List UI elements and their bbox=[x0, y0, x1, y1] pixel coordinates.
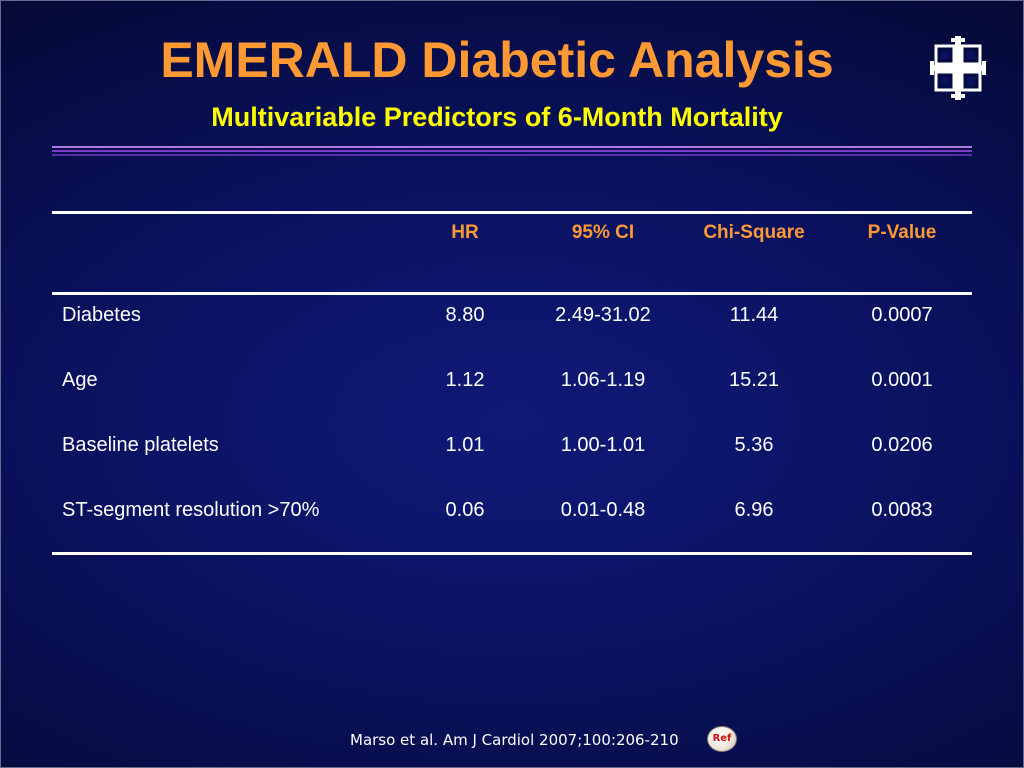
ref-button[interactable]: Ref bbox=[707, 726, 737, 752]
ci-value: 1.06-1.19 bbox=[560, 369, 646, 391]
cross-emblem-icon bbox=[930, 36, 986, 100]
column-header-chi-square: Chi-Square bbox=[703, 222, 805, 243]
chi-square-value: 11.44 bbox=[729, 304, 779, 326]
slide-subtitle: Multivariable Predictors of 6-Month Mort… bbox=[211, 102, 783, 132]
column-header-p-value: P-Value bbox=[867, 222, 937, 243]
p-value: 0.0206 bbox=[871, 434, 933, 456]
title-divider bbox=[52, 150, 972, 152]
hr-value: 0.06 bbox=[445, 499, 485, 521]
table-header-rule bbox=[52, 292, 972, 295]
chi-square-value: 5.36 bbox=[734, 434, 774, 456]
row-label: Baseline platelets bbox=[62, 434, 219, 456]
row-label: Diabetes bbox=[62, 304, 141, 326]
table-bottom-rule bbox=[52, 552, 972, 555]
ci-value: 0.01-0.48 bbox=[560, 499, 646, 521]
table-top-rule bbox=[52, 211, 972, 214]
p-value: 0.0083 bbox=[871, 499, 933, 521]
hr-value: 1.01 bbox=[445, 434, 485, 456]
slide-title: EMERALD Diabetic Analysis bbox=[160, 32, 834, 88]
chi-square-value: 6.96 bbox=[734, 499, 774, 521]
chi-square-value: 15.21 bbox=[728, 369, 780, 391]
p-value: 0.0007 bbox=[871, 304, 933, 326]
title-divider bbox=[52, 146, 972, 148]
title-divider bbox=[52, 154, 972, 156]
hr-value: 1.12 bbox=[445, 369, 485, 391]
row-label: Age bbox=[62, 369, 98, 391]
citation-text: Marso et al. Am J Cardiol 2007;100:206-2… bbox=[350, 731, 679, 749]
ci-value: 1.00-1.01 bbox=[560, 434, 646, 456]
hr-value: 8.80 bbox=[445, 304, 485, 326]
column-header-ci: 95% CI bbox=[571, 222, 635, 243]
row-label: ST-segment resolution >70% bbox=[62, 499, 320, 521]
ci-value: 2.49-31.02 bbox=[555, 304, 651, 326]
p-value: 0.0001 bbox=[871, 369, 933, 391]
column-header-hr: HR bbox=[451, 222, 479, 243]
